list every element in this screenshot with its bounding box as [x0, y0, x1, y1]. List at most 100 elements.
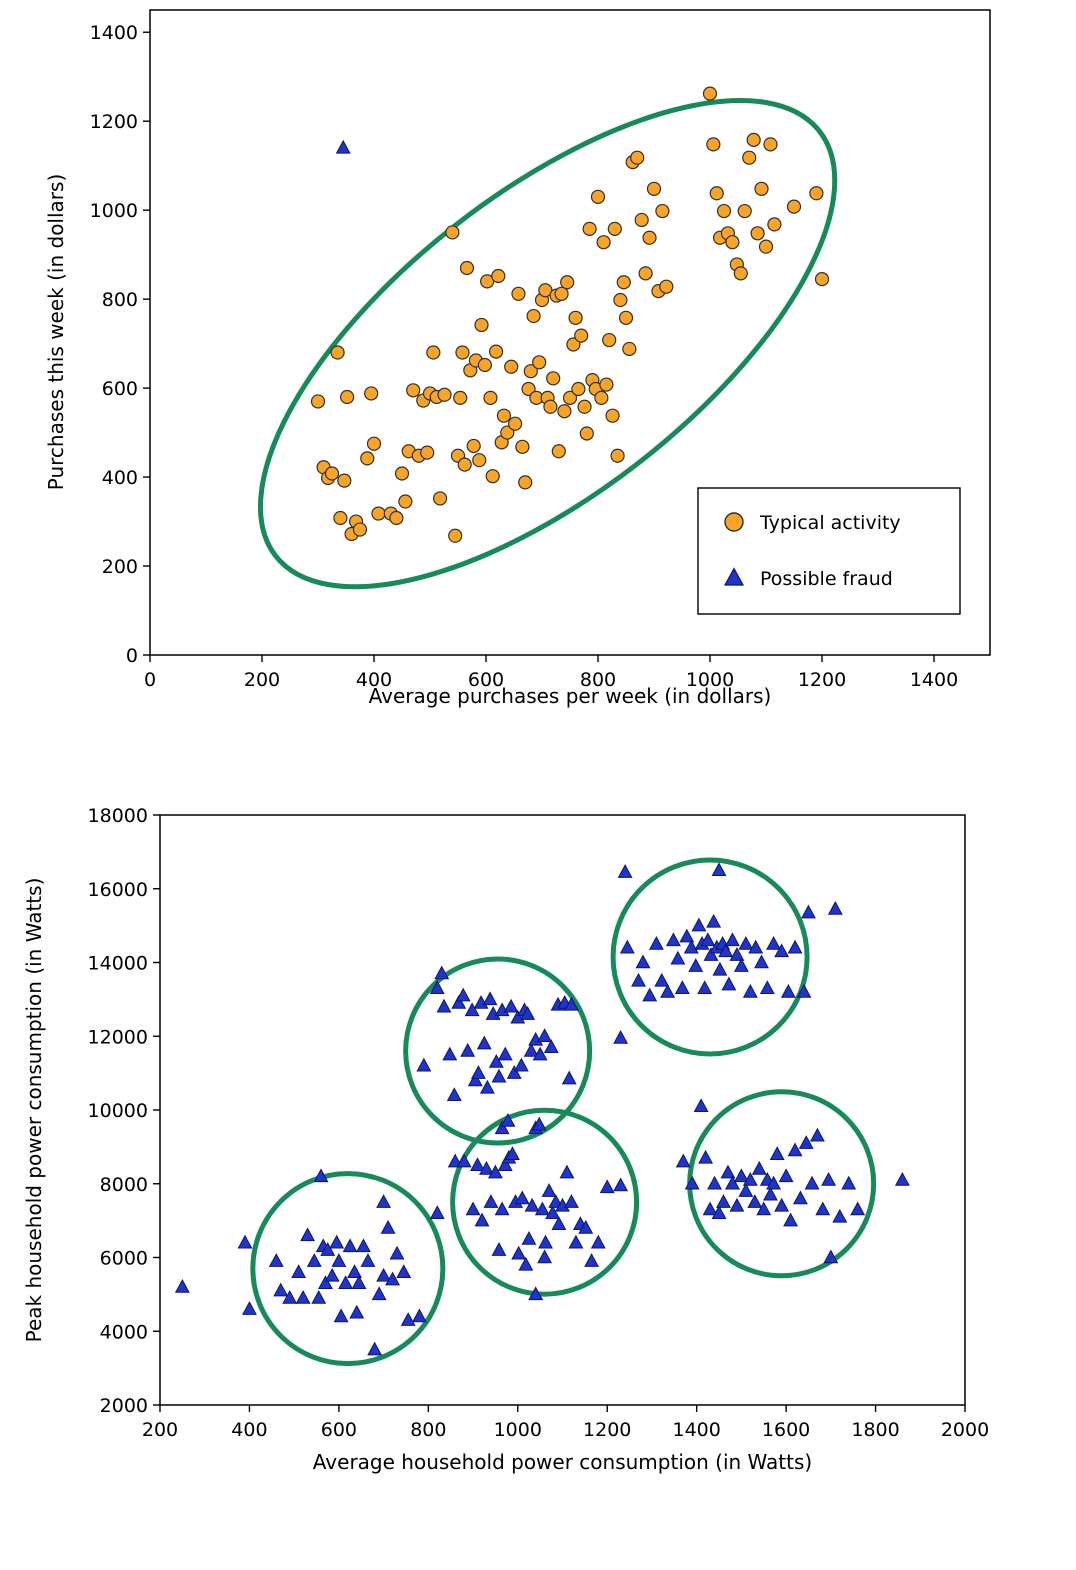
y-tick-label: 400 [102, 467, 138, 489]
x-tick-label: 400 [231, 1419, 267, 1441]
possible-fraud-point [642, 987, 658, 1002]
legend-fraud-marker [723, 567, 745, 586]
possible-fraud-point [318, 1275, 333, 1290]
typical-activity-point [457, 457, 472, 472]
figure-stack: 0 200 400 600 800 1000 1200 1400 0 200 400 600 800 10… [22, 9, 991, 1474]
possible-fraud-point [654, 972, 670, 987]
possible-fraud-point [766, 936, 782, 950]
possible-fraud-point [894, 1172, 910, 1186]
possible-fraud-point [532, 1046, 548, 1061]
typical-activity-point [577, 399, 592, 414]
possible-fraud-point [371, 1286, 387, 1301]
possible-fraud-point [742, 983, 758, 998]
cluster-circle [403, 956, 593, 1146]
possible-fraud-point [436, 998, 452, 1013]
possible-fraud-point [706, 913, 722, 928]
possible-fraud-point [809, 1127, 825, 1142]
possible-fraud-point [520, 1006, 536, 1020]
typical-activity-point [646, 181, 662, 196]
possible-fraud-point [711, 862, 727, 877]
possible-fraud-point [331, 1253, 347, 1267]
possible-fraud-point [510, 1009, 526, 1024]
possible-fraud-point [329, 1234, 345, 1249]
possible-fraud-point [798, 1135, 814, 1149]
possible-fraud-point [531, 1116, 547, 1131]
typical-activity-point [750, 226, 765, 241]
possible-fraud-point [511, 1245, 527, 1260]
possible-fraud-point [518, 1256, 534, 1271]
possible-fraud-point [295, 1290, 311, 1304]
plot-frame [149, 9, 991, 656]
x-tick-label: 2000 [941, 1419, 989, 1441]
typical-activity-point [337, 473, 352, 488]
legend-box [697, 487, 961, 615]
y-tick-label: 0 [126, 645, 138, 667]
possible-fraud-point [725, 1175, 740, 1190]
possible-fraud-point [584, 1253, 600, 1267]
possible-fraud-point [670, 950, 686, 965]
possible-fraud-point [385, 1271, 400, 1286]
typical-activity-point [605, 408, 620, 423]
possible-fraud-point [832, 1208, 848, 1223]
y-tick-label: 1200 [90, 111, 138, 133]
possible-fraud-point [679, 928, 695, 943]
possible-fraud-point [335, 139, 351, 154]
y-tick-label: 12000 [88, 1026, 148, 1048]
x-tick-label: 1800 [851, 1419, 899, 1441]
possible-fraud-point [342, 1238, 358, 1253]
possible-fraud-point [455, 987, 471, 1002]
typical-activity-point [526, 308, 541, 324]
typical-activity-point [459, 260, 475, 276]
possible-fraud-point [613, 1177, 629, 1192]
typical-activity-point [574, 328, 589, 343]
possible-fraud-point [479, 1079, 495, 1094]
possible-fraud-point [665, 932, 681, 947]
cluster-circle [250, 1171, 446, 1367]
possible-fraud-point [559, 1164, 575, 1179]
typical-activity-point [571, 381, 586, 397]
x-tick-label: 1000 [494, 1419, 542, 1441]
possible-fraud-point [313, 1168, 329, 1183]
possible-fraud-point [738, 1183, 754, 1197]
possible-fraud-point [742, 1172, 758, 1186]
possible-fraud-point [494, 1120, 510, 1135]
possible-fraud-point [631, 972, 646, 987]
y-tick-label: 1400 [90, 22, 138, 44]
possible-fraud-point [537, 1028, 553, 1042]
typical-activity-point [532, 355, 547, 370]
possible-fraud-point [306, 1253, 322, 1267]
typical-activity-point [445, 225, 460, 240]
possible-fraud-point [242, 1301, 257, 1315]
y-tick-label: 1000 [90, 200, 138, 222]
x-tick-label: 600 [468, 669, 504, 691]
possible-fraud-point [748, 939, 764, 954]
possible-fraud-point [300, 1227, 316, 1242]
typical-activity-point [371, 506, 386, 521]
possible-fraud-point [756, 1201, 772, 1216]
possible-fraud-point [333, 1308, 349, 1323]
y-tick-label: 4000 [100, 1321, 148, 1343]
typical-activity-point [554, 286, 569, 301]
possible-fraud-point [718, 943, 734, 958]
possible-fraud-point [396, 1264, 412, 1278]
typical-activity-point [560, 275, 575, 290]
typical-activity-point [702, 86, 718, 101]
possible-fraud-point [447, 1153, 463, 1168]
possible-fraud-point [751, 1160, 767, 1175]
possible-fraud-point [747, 1194, 763, 1208]
possible-fraud-point [416, 1057, 432, 1072]
x-tick-label: 800 [410, 1419, 446, 1441]
typical-activity-point [333, 510, 348, 526]
typical-activity-point [706, 137, 721, 152]
typical-activity-point [809, 186, 824, 201]
possible-fraud-point [683, 939, 699, 954]
typical-activity-point [742, 150, 757, 165]
typical-activity-point [394, 466, 410, 481]
possible-fraud-point [821, 1172, 837, 1186]
y-tick-label: 2000 [100, 1395, 148, 1417]
typical-activity-point [767, 217, 782, 232]
y-tick-label: 8000 [100, 1174, 148, 1196]
x-tick-label: 400 [356, 669, 392, 691]
possible-fraud-point [456, 1153, 472, 1168]
possible-fraud-point [693, 1098, 709, 1113]
